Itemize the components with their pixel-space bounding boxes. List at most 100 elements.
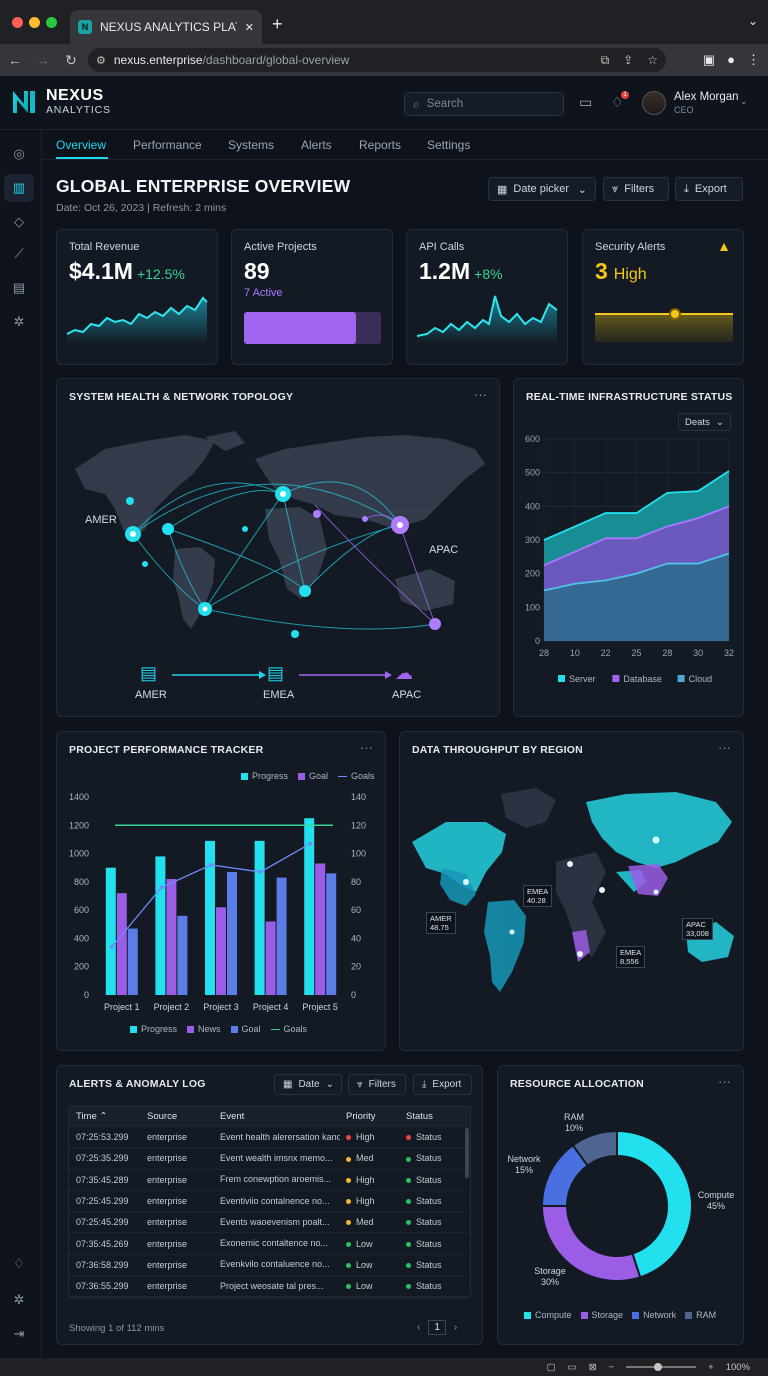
infra-dropdown[interactable]: Deats ⌄	[678, 413, 731, 431]
y-tick-label: 1400	[69, 792, 89, 802]
kpi-revenue-card[interactable]: Total Revenue $4.1M +12.5%	[56, 229, 218, 365]
minimize-window-button[interactable]	[29, 17, 40, 28]
forward-icon[interactable]: →	[36, 52, 50, 68]
table-row[interactable]: 07:25:35.299 enterprise Event wealth imsnx…	[69, 1148, 470, 1170]
zoom-in-icon[interactable]: +	[708, 1361, 714, 1373]
install-icon[interactable]: ⧉	[600, 52, 610, 67]
tab-search-icon[interactable]: ⌄	[747, 14, 758, 28]
search-input[interactable]: ⌕ Search	[404, 92, 564, 116]
more-icon[interactable]: ···	[360, 740, 373, 755]
cell-text: High	[356, 1132, 375, 1143]
page-number[interactable]: 1	[428, 1320, 446, 1335]
image-icon[interactable]: ⊠	[588, 1361, 597, 1373]
table-scrollbar[interactable]	[465, 1128, 469, 1178]
cell-event: Evenkvilo contaluence no...	[214, 1260, 340, 1269]
settings-icon[interactable]: ✲	[13, 1292, 25, 1307]
maximize-window-button[interactable]	[46, 17, 57, 28]
chat-icon[interactable]: ▭	[579, 94, 593, 110]
slice-label-line: 15%	[515, 1165, 533, 1175]
profile-icon[interactable]: ●	[727, 52, 735, 67]
filters-button[interactable]: ⩔ Filters	[603, 177, 669, 201]
column-header-source[interactable]: Source	[147, 1111, 178, 1122]
more-icon[interactable]: ···	[474, 387, 487, 402]
cell-status: Status	[400, 1281, 460, 1291]
more-icon[interactable]: ···	[718, 1074, 731, 1089]
table-row[interactable]: 07:25:45.299 enterprise Eventiviio contaln…	[69, 1191, 470, 1213]
logout-icon[interactable]: ⇥	[13, 1326, 25, 1341]
api-value: 1.2M	[419, 258, 471, 284]
chevron-down-icon[interactable]: ⌄	[740, 96, 748, 106]
slice-label: RAM 10%	[564, 1112, 584, 1133]
back-icon[interactable]: ←	[8, 52, 22, 68]
sidepanel-icon[interactable]: ▣	[702, 52, 716, 67]
share-icon[interactable]: ⇪	[623, 52, 634, 67]
layers-icon[interactable]: ◇	[14, 214, 24, 229]
date-picker-button[interactable]: ▦ Date picker ⌄	[488, 177, 596, 201]
column-header-event[interactable]: Event	[220, 1112, 245, 1121]
table-row[interactable]: 07:35:45.289 enterprise Frem conewption ar…	[69, 1170, 470, 1191]
document-icon[interactable]: ▤	[12, 280, 26, 295]
user-name[interactable]: Alex Morgan	[674, 91, 739, 103]
bar-chart-icon[interactable]: ▥	[4, 174, 34, 202]
tab-alerts[interactable]: Alerts	[301, 138, 332, 152]
kpi-security-card[interactable]: Security Alerts ▲ 3 High	[582, 229, 744, 365]
tab-overview[interactable]: Overview	[56, 138, 107, 152]
alerts-export-button[interactable]: ⤓ Export	[413, 1074, 472, 1095]
tab-settings[interactable]: Settings	[427, 138, 471, 152]
browser-menu-icon[interactable]: ⋮	[747, 52, 760, 67]
bookmark-star-icon[interactable]: ☆	[647, 52, 658, 67]
kpi-api-card[interactable]: API Calls 1.2M +8%	[406, 229, 568, 365]
table-row[interactable]: 07:25:45.299 enterprise Events waoevenism …	[69, 1212, 470, 1234]
card-title: DATA THROUGHPUT BY REGION	[412, 744, 583, 756]
page-icon[interactable]: ▢	[546, 1361, 556, 1373]
app-header: NEXUS ANALYTICS ⌕ Search ▭ ♢ 1 Alex Morg…	[0, 76, 768, 130]
kpi-projects-card[interactable]: Active Projects 89 7 Active	[231, 229, 393, 365]
gear-icon[interactable]: ✲	[13, 314, 25, 329]
projects-sub: 7 Active	[244, 287, 283, 299]
alerts-date-button[interactable]: ▦ Date ⌄	[274, 1074, 342, 1095]
window-controls[interactable]	[12, 17, 57, 28]
cell-text: Status	[416, 1174, 442, 1185]
more-icon[interactable]: ···	[718, 740, 731, 755]
table-row[interactable]: 07:35:45.269 enterprise Exonemic contalten…	[69, 1233, 470, 1255]
column-header-status[interactable]: Status	[406, 1111, 433, 1122]
flow-label-apac: APAC	[392, 689, 422, 701]
zoom-slider[interactable]	[626, 1363, 697, 1371]
table-row[interactable]: 07:36:55.299 enterprise Project weosate ta…	[69, 1276, 470, 1298]
legend-item: Progress	[130, 1024, 177, 1034]
browser-tab[interactable]: N NEXUS ANALYTICS PLATFORM ✕	[70, 10, 262, 44]
close-tab-icon[interactable]: ✕	[244, 21, 254, 34]
globe-icon[interactable]: ◎	[13, 146, 25, 161]
trend-icon[interactable]: ⟋	[14, 246, 24, 261]
tab-reports[interactable]: Reports	[359, 138, 402, 152]
tab-title: NEXUS ANALYTICS PLATFORM	[100, 20, 237, 34]
legend-item: News	[187, 1024, 221, 1034]
cell-text: Event health alerersation kanding	[220, 1132, 340, 1142]
notification-bell-icon[interactable]: ♢	[13, 1256, 25, 1271]
site-info-icon[interactable]: ⚙	[96, 54, 106, 67]
avatar[interactable]	[642, 91, 666, 115]
security-level: High	[613, 266, 647, 283]
column-header-priority[interactable]: Priority	[346, 1111, 376, 1122]
bar-news	[265, 921, 276, 995]
cell-text: Status	[416, 1153, 442, 1164]
tab-performance[interactable]: Performance	[133, 138, 202, 152]
alerts-log-card: ALERTS & ANOMALY LOG ▦ Date ⌄ ⩔ Filters ⤓ Ex…	[56, 1065, 483, 1345]
export-label: Export	[432, 1079, 462, 1090]
column-header-time[interactable]: Time ⌃	[76, 1111, 108, 1122]
close-window-button[interactable]	[12, 17, 23, 28]
prev-page-icon[interactable]: ‹	[417, 1322, 421, 1333]
window-icon[interactable]: ▭	[567, 1361, 577, 1373]
table-row[interactable]: 07:36:58.299 enterprise Evenkvilo contalue…	[69, 1255, 470, 1277]
reload-icon[interactable]: ↻	[65, 51, 77, 68]
zoom-out-icon[interactable]: −	[608, 1361, 615, 1373]
new-tab-icon[interactable]: +	[272, 14, 283, 34]
address-bar[interactable]: ⚙ nexus.enterprise/dashboard/global-over…	[88, 48, 666, 72]
alerts-filters-button[interactable]: ⩔ Filters	[348, 1074, 406, 1095]
nexus-logo[interactable]: NEXUS ANALYTICS	[10, 88, 111, 116]
table-row[interactable]: 07:25:53.299 enterprise Event health alere…	[69, 1127, 470, 1149]
export-button[interactable]: ⤓ Export	[675, 177, 743, 201]
bell-icon[interactable]: ♢	[611, 94, 624, 110]
next-page-icon[interactable]: ›	[453, 1322, 458, 1333]
tab-systems[interactable]: Systems	[228, 138, 275, 152]
